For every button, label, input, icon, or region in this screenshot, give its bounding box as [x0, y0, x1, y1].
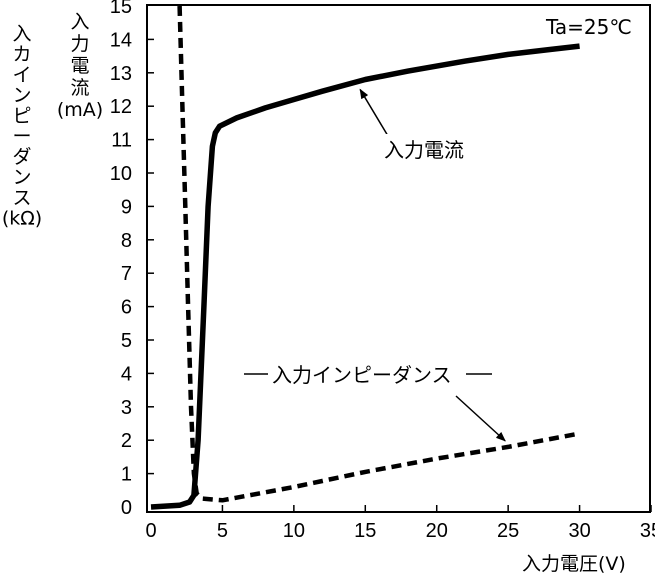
y-tick-label: 7 — [121, 263, 132, 285]
y-title-char: 力 — [70, 33, 89, 55]
annotation-impedance-bg — [268, 360, 464, 388]
annotation-input-impedance: 入力インピーダンス — [244, 360, 506, 442]
y-tick-label: 13 — [110, 63, 132, 85]
x-axis-title: 入力電圧(V) — [522, 553, 626, 575]
y-tick-label: 6 — [121, 297, 132, 319]
annotation-current-leader — [359, 88, 389, 137]
series-line-input-current — [150, 43, 580, 510]
y-tick-label: 2 — [121, 430, 132, 452]
x-tick-label: 15 — [354, 520, 376, 542]
x-tick-label: 10 — [283, 520, 305, 542]
condition-label: Ta=25℃ — [545, 15, 632, 39]
x-tick-label: 20 — [426, 520, 448, 542]
x-tick-label: 25 — [497, 520, 519, 542]
y-title-char: ー — [12, 126, 31, 148]
series-line-input-impedance — [177, 5, 581, 503]
x-tick-label: 5 — [217, 520, 228, 542]
y-tick-label: 3 — [121, 397, 132, 419]
y-tick-label: 5 — [121, 330, 132, 352]
y-tick-label: 8 — [121, 230, 132, 252]
y-tick-label: 1 — [121, 464, 132, 486]
annotation-input-current: 入力電流 — [359, 88, 488, 164]
y-tick-label: 9 — [121, 196, 132, 218]
y-title-char: イ — [12, 64, 31, 86]
annotation-impedance-leader — [455, 395, 506, 442]
y-title-char: 入 — [70, 11, 89, 33]
annotation-impedance-text: 入力インピーダンス — [272, 363, 452, 387]
y-tick-label: 15 — [110, 0, 132, 18]
y-title-char: ン — [12, 85, 31, 107]
series-layer — [150, 5, 581, 510]
annotation-current-text: 入力電流 — [384, 138, 464, 162]
x-tick-label: 30 — [568, 520, 590, 542]
y-title-char: 電 — [70, 55, 89, 77]
y-axis-title-current: 入力電流(mA) — [57, 11, 103, 121]
x-tick-label: 35 — [640, 520, 655, 542]
y-tick-label: 0 — [121, 497, 132, 519]
y-tick-label: 14 — [110, 29, 132, 51]
y-tick-label: 12 — [110, 96, 132, 118]
y-title-char: ピ — [12, 105, 31, 127]
x-tick-label: 0 — [145, 520, 156, 542]
y-title-char: 入 — [12, 23, 31, 45]
x-axis-ticks: 0 5 10 15 20 25 30 35 — [145, 505, 655, 542]
y-title-char: 流 — [70, 77, 89, 99]
y-tick-label: 10 — [110, 163, 132, 185]
y-title-char: カ — [12, 44, 31, 66]
y-title-char: (kΩ) — [2, 208, 42, 230]
y-title-char: ス — [12, 187, 31, 209]
annotation-current-bg — [378, 134, 488, 164]
y-title-char: (mA) — [57, 99, 103, 121]
y-title-char: ダ — [12, 146, 31, 168]
y-title-char: ン — [12, 167, 31, 189]
plot-frame — [146, 4, 651, 513]
y-tick-label: 11 — [111, 130, 132, 152]
y-tick-label: 4 — [121, 363, 132, 385]
